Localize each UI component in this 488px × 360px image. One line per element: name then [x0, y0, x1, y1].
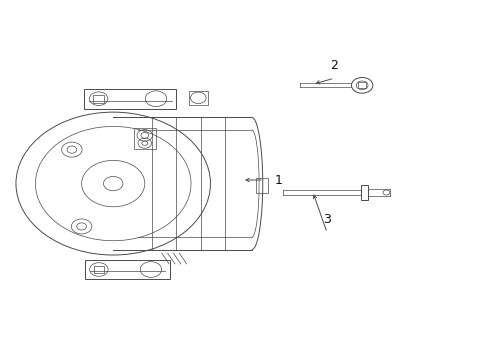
Text: 3: 3 [323, 213, 330, 226]
FancyBboxPatch shape [361, 185, 368, 201]
Text: 2: 2 [330, 59, 338, 72]
Text: 1: 1 [274, 174, 282, 186]
Circle shape [351, 77, 372, 93]
